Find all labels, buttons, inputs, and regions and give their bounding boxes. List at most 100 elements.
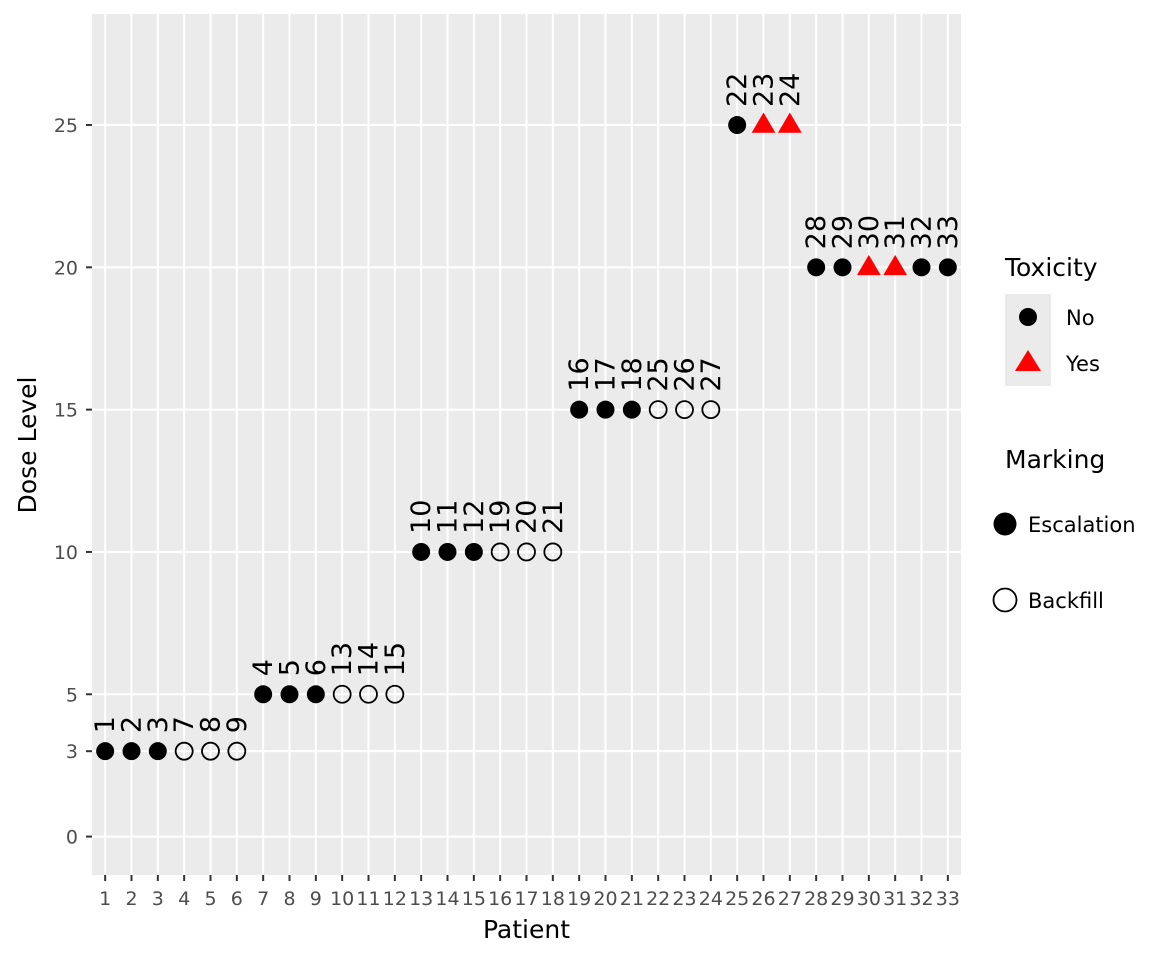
x-tick-label: 14 — [435, 888, 459, 910]
x-tick-label: 25 — [725, 888, 749, 910]
point-label: 8 — [196, 716, 227, 733]
point-label: 28 — [801, 215, 832, 249]
data-point-escalation — [412, 542, 431, 561]
x-tick-label: 21 — [620, 888, 644, 910]
legend-no-label: No — [1066, 306, 1095, 330]
grid-lines — [92, 14, 961, 875]
x-tick-label: 13 — [409, 888, 433, 910]
x-tick-label: 6 — [231, 888, 243, 910]
point-label: 20 — [512, 500, 543, 534]
data-point-escalation — [807, 258, 826, 277]
data-point-backfill — [648, 400, 668, 420]
data-point-toxic — [856, 254, 881, 276]
x-tick-label: 20 — [593, 888, 617, 910]
data-point-escalation — [622, 400, 641, 419]
data-point-backfill — [385, 684, 405, 704]
x-tick-label: 26 — [751, 888, 775, 910]
point-label: 4 — [248, 659, 279, 676]
y-tick-labels: 0 3 5 10 15 20 25 — [54, 115, 78, 849]
data-point-escalation — [912, 258, 931, 277]
point-label: 14 — [354, 642, 385, 676]
point-label: 16 — [564, 357, 595, 391]
point-labels: 1237894561314151011121920211617182526272… — [90, 73, 964, 734]
data-point-escalation — [464, 542, 483, 561]
data-point-backfill — [543, 542, 563, 562]
point-label: 17 — [591, 357, 622, 391]
data-point-escalation — [148, 742, 167, 761]
x-tick-label: 27 — [778, 888, 802, 910]
point-label: 19 — [485, 500, 516, 534]
y-tick-label: 5 — [66, 684, 78, 706]
data-point-escalation — [96, 742, 115, 761]
y-tick-label: 0 — [66, 827, 78, 849]
x-tick-label: 18 — [541, 888, 565, 910]
data-points — [96, 112, 957, 761]
x-tick-label: 28 — [804, 888, 828, 910]
data-point-escalation — [280, 685, 299, 704]
y-tick-label: 10 — [54, 542, 78, 564]
x-tick-label: 8 — [283, 888, 295, 910]
point-label: 29 — [828, 215, 859, 249]
legend-marking-title: Marking — [1005, 445, 1105, 474]
x-tick-label: 31 — [883, 888, 907, 910]
data-point-escalation — [254, 685, 273, 704]
point-label: 27 — [696, 357, 727, 391]
point-label: 21 — [538, 500, 569, 534]
point-label: 13 — [327, 642, 358, 676]
data-point-escalation — [438, 542, 457, 561]
point-label: 33 — [933, 215, 964, 249]
data-point-escalation — [570, 400, 589, 419]
point-label: 12 — [459, 500, 490, 534]
point-label: 31 — [880, 215, 911, 249]
x-tick-label: 32 — [909, 888, 933, 910]
legend-backfill-label: Backfill — [1028, 589, 1104, 613]
legend-backfill-circle — [992, 587, 1018, 613]
x-tick-label: 5 — [204, 888, 216, 910]
data-point-toxic — [777, 112, 802, 133]
x-tick-label: 22 — [646, 888, 670, 910]
y-axis-title: Dose Level — [13, 377, 42, 514]
point-label: 15 — [380, 642, 411, 676]
point-label: 10 — [406, 500, 437, 534]
x-tick-label: 30 — [857, 888, 881, 910]
x-tick-label: 12 — [383, 888, 407, 910]
point-label: 22 — [722, 73, 753, 107]
point-label: 25 — [643, 357, 674, 391]
x-tick-label: 11 — [356, 888, 380, 910]
x-tick-label: 17 — [514, 888, 538, 910]
data-point-escalation — [306, 685, 325, 704]
data-point-escalation — [596, 400, 615, 419]
data-point-backfill — [517, 542, 536, 562]
data-point-backfill — [675, 400, 694, 420]
point-label: 26 — [670, 357, 701, 391]
legend-yes-label: Yes — [1065, 352, 1100, 376]
point-label: 11 — [433, 500, 464, 534]
x-tick-label: 24 — [699, 888, 723, 910]
data-point-backfill — [701, 400, 721, 420]
point-label: 7 — [169, 716, 200, 733]
x-tick-label: 7 — [257, 888, 269, 910]
x-tick-label: 23 — [672, 888, 696, 910]
point-label: 18 — [617, 357, 648, 391]
point-label: 1 — [90, 716, 121, 733]
axis-ticks — [86, 124, 949, 881]
point-label: 23 — [749, 73, 780, 107]
data-point-toxic — [751, 112, 776, 133]
legend-marking: Marking Escalation Backfill — [992, 445, 1136, 613]
point-label: 2 — [117, 716, 148, 733]
legend-escalation-circle — [993, 512, 1017, 536]
data-point-backfill — [332, 684, 352, 704]
data-point-escalation — [122, 742, 141, 761]
data-point-backfill — [359, 684, 378, 704]
data-point-backfill — [201, 741, 220, 761]
point-label: 3 — [143, 716, 174, 733]
legend-yes-triangle — [1015, 350, 1041, 371]
x-tick-label: 10 — [330, 888, 354, 910]
legend-key-background — [1005, 294, 1051, 386]
point-label: 9 — [222, 716, 253, 733]
point-label: 6 — [301, 659, 332, 676]
x-tick-label: 33 — [936, 888, 960, 910]
data-point-backfill — [227, 741, 247, 761]
y-tick-label: 20 — [54, 257, 78, 279]
